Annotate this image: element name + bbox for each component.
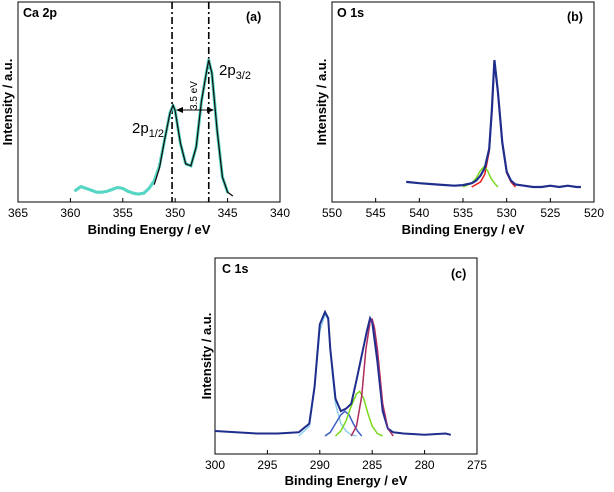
- panel-a-tick-label: 340: [270, 206, 290, 220]
- panel-a-fit-series: [153, 59, 234, 197]
- plot-frame-b: [331, 1, 595, 203]
- panel-b: O 1s (b) Intensity / a.u. Binding Energy…: [314, 1, 604, 237]
- panel-b-series-envelope: [406, 59, 581, 189]
- svg-text:2p1/2: 2p1/2: [132, 120, 164, 140]
- peak-label-2p12-main: 2p: [132, 120, 149, 137]
- panel-b-xlabel: Binding Energy / eV: [402, 222, 525, 237]
- panel-a-reference-lines: [171, 2, 210, 202]
- panel-c: C 1s (c) Intensity / a.u. Binding Energy…: [199, 257, 487, 488]
- peak-label-2p12: 2p1/2: [132, 120, 164, 140]
- panel-b-series: [406, 59, 581, 189]
- splitting-arrow: [176, 107, 214, 113]
- panel-c-series-envelope: [214, 309, 452, 436]
- panel-c-title: C 1s: [222, 262, 248, 276]
- panel-c-tick-label: 275: [467, 458, 487, 472]
- peak-label-2p32-sub: 3/2: [236, 70, 251, 82]
- peak-label-2p12-sub: 1/2: [149, 128, 164, 140]
- panel-b-tick-label: 550: [322, 206, 342, 220]
- plot-frame-a: [17, 1, 281, 203]
- panel-a: Ca 2p (a) Intensity / a.u. Binding Energ…: [0, 1, 290, 237]
- svg-text:2p3/2: 2p3/2: [219, 62, 251, 82]
- panel-b-tick-label: 535: [453, 206, 473, 220]
- panel-c-tick-label: 280: [415, 458, 435, 472]
- panel-b-tick-label: 540: [409, 206, 429, 220]
- panel-a-tick-label: 345: [218, 206, 238, 220]
- panel-b-ylabel: Intensity / a.u.: [314, 59, 329, 146]
- panel-b-ticks: 550 545 540 535 530 525 520: [322, 198, 604, 220]
- panel-c-label: (c): [451, 267, 466, 281]
- panel-a-ticks: 365 360 355 350 345 340: [8, 198, 290, 220]
- panel-a-xlabel: Binding Energy / eV: [88, 222, 211, 237]
- panel-a-tick-label: 350: [165, 206, 185, 220]
- panel-a-title: Ca 2p: [23, 6, 57, 20]
- peak-label-2p32: 2p3/2: [219, 62, 251, 82]
- panel-b-tick-label: 545: [366, 206, 386, 220]
- peak-label-2p32-main: 2p: [219, 62, 236, 79]
- panel-c-series-peak-287.8: [324, 410, 363, 437]
- panel-c-xlabel: Binding Energy / eV: [285, 473, 408, 488]
- panel-c-tick-label: 295: [257, 458, 277, 472]
- panel-b-tick-label: 520: [584, 206, 604, 220]
- panel-c-series-overlay: [350, 318, 394, 437]
- panel-c-series-peak-286.2: [334, 390, 384, 437]
- panel-a-ylabel: Intensity / a.u.: [0, 59, 15, 146]
- panel-c-ticks: 300 295 290 285 280 275: [205, 450, 487, 472]
- panel-c-tick-label: 300: [205, 458, 225, 472]
- panel-b-tick-label: 525: [540, 206, 560, 220]
- panel-c-tick-label: 290: [310, 458, 330, 472]
- panel-a-tick-label: 360: [60, 206, 80, 220]
- panel-a-tick-label: 355: [113, 206, 133, 220]
- panel-c-tick-label: 285: [362, 458, 382, 472]
- panel-b-title: O 1s: [337, 6, 364, 20]
- panel-b-tick-label: 530: [497, 206, 517, 220]
- panel-b-label: (b): [567, 10, 583, 24]
- panel-a-tick-label: 365: [8, 206, 28, 220]
- plot-frame-c: [214, 257, 478, 455]
- panel-c-series: [214, 309, 452, 437]
- splitting-label: 3.5 eV: [189, 81, 200, 110]
- panel-a-label: (a): [246, 10, 261, 24]
- panel-c-ylabel: Intensity / a.u.: [199, 313, 214, 400]
